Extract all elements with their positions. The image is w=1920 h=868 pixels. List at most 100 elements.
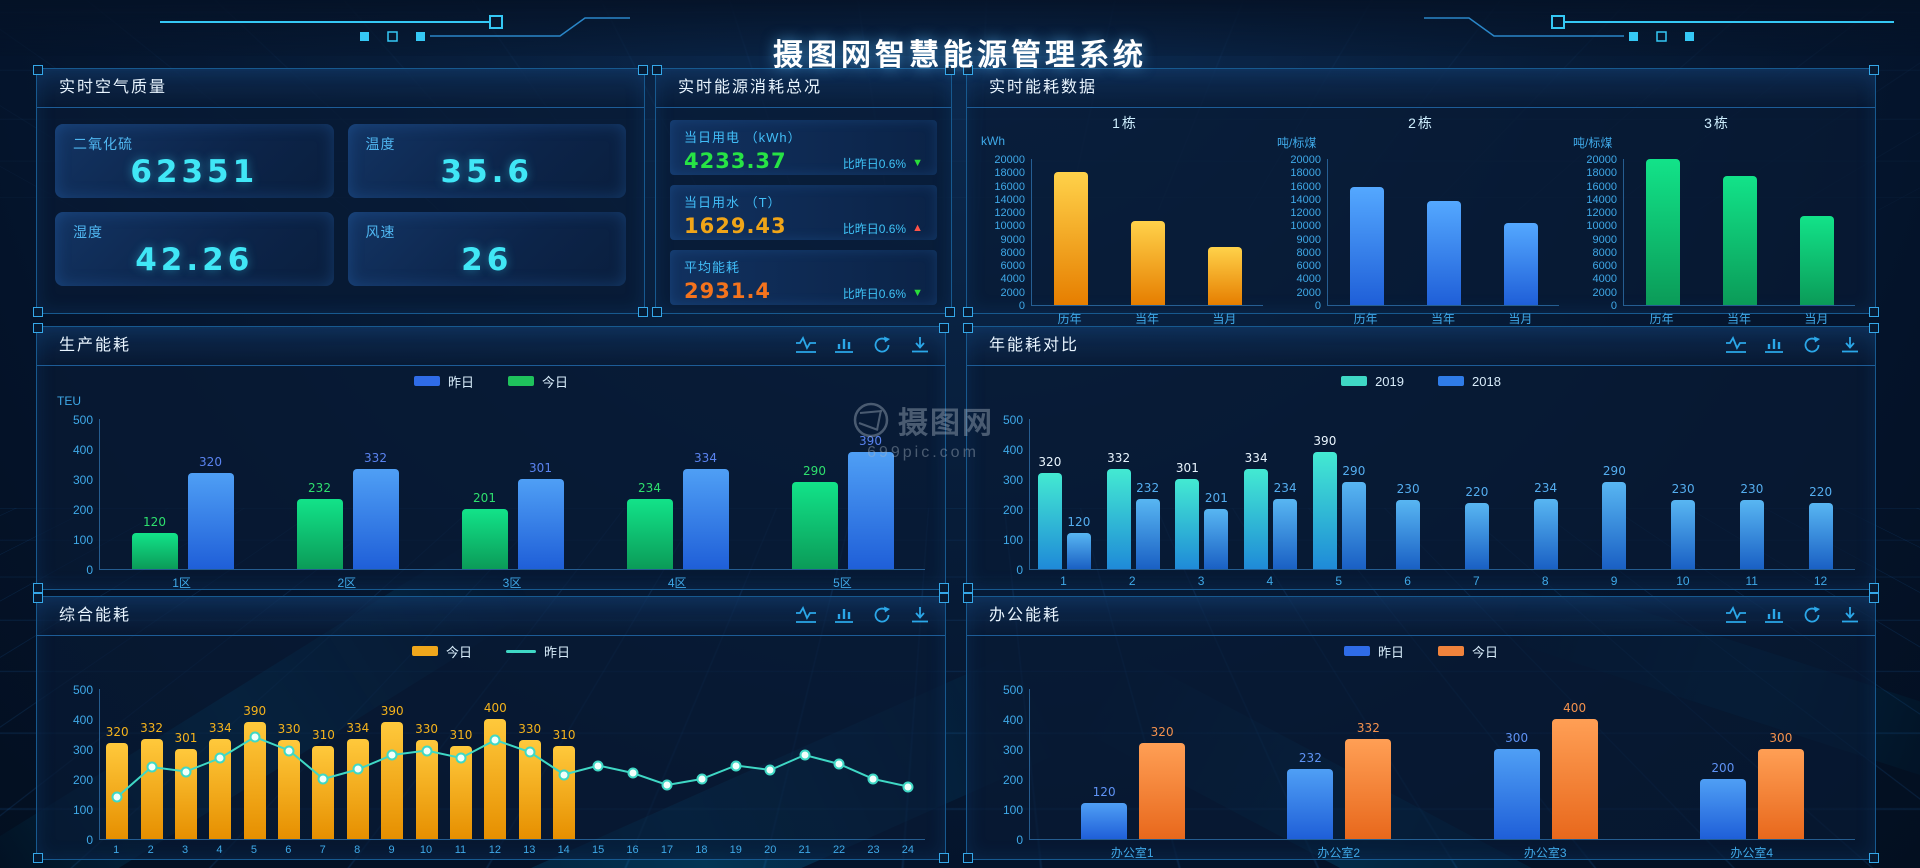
- bar[interactable]: 120: [131, 515, 178, 569]
- bar-chart-building-2[interactable]: 吨/标煤 20000 18000 16000 14000 12000 10000 9000 80…: [1273, 134, 1569, 327]
- bar[interactable]: 201: [461, 491, 508, 569]
- bar[interactable]: 120: [1066, 515, 1091, 569]
- bar[interactable]: 232: [296, 481, 343, 569]
- bar[interactable]: [1799, 216, 1834, 305]
- bar[interactable]: [1645, 159, 1680, 305]
- line-dot[interactable]: [902, 781, 914, 792]
- plot-area[interactable]: 120 320 232 332 201 301 234 334 290 390: [99, 419, 925, 570]
- plot-area[interactable]: 320 332 301 334 390 330 310 334 390 330 310 400 330 3…: [99, 689, 925, 840]
- bar[interactable]: 320: [1037, 455, 1062, 569]
- bar[interactable]: 310: [553, 728, 576, 839]
- line-dot[interactable]: [180, 766, 192, 777]
- legend-item[interactable]: 昨日: [1343, 642, 1404, 661]
- legend-item[interactable]: 2018: [1438, 374, 1501, 389]
- bar[interactable]: 330: [518, 722, 541, 839]
- bar[interactable]: [1349, 186, 1384, 305]
- bar-line-chart-comprehensive[interactable]: 500 400 300 200 100 0 320 332 301 334 390 330 310 334…: [37, 664, 945, 856]
- bar[interactable]: 290: [1341, 464, 1366, 569]
- bar-chart-production[interactable]: TEU 500 400 300 200 100 0 120 320 232 332 201 301 234…: [37, 394, 945, 591]
- download-icon[interactable]: [909, 335, 931, 355]
- refresh-icon[interactable]: [871, 335, 893, 355]
- bar[interactable]: 320: [1139, 725, 1186, 839]
- line-dot[interactable]: [317, 773, 329, 785]
- line-chart-icon[interactable]: [1725, 335, 1747, 355]
- bar-chart-icon[interactable]: [1763, 335, 1785, 355]
- bar[interactable]: 330: [278, 722, 301, 839]
- bar[interactable]: 400: [484, 701, 507, 839]
- bar[interactable]: 120: [1081, 785, 1128, 839]
- line-dot[interactable]: [214, 752, 226, 764]
- bar[interactable]: 234: [1273, 481, 1298, 569]
- download-icon[interactable]: [1839, 335, 1861, 355]
- bar[interactable]: 220: [1808, 485, 1833, 569]
- line-chart-icon[interactable]: [795, 605, 817, 625]
- bar[interactable]: 332: [352, 451, 399, 569]
- bar[interactable]: 232: [1135, 481, 1160, 569]
- bar[interactable]: 334: [682, 451, 729, 569]
- download-icon[interactable]: [909, 605, 931, 625]
- line-dot[interactable]: [283, 745, 295, 756]
- line-chart-icon[interactable]: [1725, 605, 1747, 625]
- line-dot[interactable]: [764, 764, 776, 776]
- bar[interactable]: 320: [187, 455, 234, 569]
- legend-item[interactable]: 今日: [508, 372, 568, 391]
- bar[interactable]: 390: [1312, 434, 1337, 569]
- bar-chart-icon[interactable]: [1763, 605, 1785, 625]
- bar[interactable]: 300: [1757, 731, 1804, 839]
- bar[interactable]: 230: [1671, 482, 1696, 569]
- bar[interactable]: 200: [1699, 761, 1746, 839]
- bar[interactable]: 332: [1106, 451, 1131, 569]
- plot-area[interactable]: 320 120 332 232 301 201 334 234 390 290 230 220 234 2…: [1029, 419, 1855, 570]
- line-dot[interactable]: [867, 773, 879, 785]
- bar[interactable]: 234: [626, 481, 673, 569]
- bar[interactable]: 300: [1493, 731, 1540, 839]
- bar[interactable]: 320: [106, 725, 129, 839]
- bar[interactable]: 330: [415, 722, 438, 839]
- line-dot[interactable]: [661, 779, 673, 791]
- line-dot[interactable]: [146, 761, 158, 773]
- bar-chart-building-3[interactable]: 吨/标煤 20000 18000 16000 14000 12000 10000 9000 80…: [1569, 134, 1865, 327]
- bar[interactable]: 201: [1204, 491, 1229, 569]
- line-dot[interactable]: [386, 749, 398, 761]
- refresh-icon[interactable]: [871, 605, 893, 625]
- line-dot[interactable]: [421, 745, 433, 756]
- bar-chart-icon[interactable]: [833, 605, 855, 625]
- line-dot[interactable]: [249, 731, 261, 743]
- bar[interactable]: 332: [1345, 721, 1392, 839]
- bar[interactable]: 220: [1464, 485, 1489, 569]
- bar[interactable]: 334: [346, 721, 369, 839]
- plot-area[interactable]: [1031, 159, 1263, 306]
- plot-area[interactable]: [1327, 159, 1559, 306]
- line-dot[interactable]: [558, 769, 570, 780]
- bar-chart-icon[interactable]: [833, 335, 855, 355]
- line-dot[interactable]: [455, 752, 467, 764]
- bar[interactable]: 234: [1533, 481, 1558, 569]
- bar[interactable]: 301: [517, 461, 564, 569]
- line-dot[interactable]: [627, 767, 639, 779]
- line-dot[interactable]: [833, 758, 845, 770]
- bar[interactable]: 301: [1175, 461, 1200, 569]
- bar-chart-office[interactable]: 500 400 300 200 100 0 120 320 232 332 300 400 200 300…: [967, 664, 1875, 861]
- refresh-icon[interactable]: [1801, 605, 1823, 625]
- bar[interactable]: 400: [1551, 701, 1598, 839]
- bar[interactable]: 290: [1602, 464, 1627, 569]
- bar-chart-yearly[interactable]: 500 400 300 200 100 0 320 120 332 232 301 201 334 234…: [967, 394, 1875, 588]
- bar[interactable]: 390: [243, 704, 266, 839]
- legend-item[interactable]: 2019: [1341, 374, 1404, 389]
- legend-item[interactable]: 今日: [411, 642, 472, 661]
- bar[interactable]: [1207, 246, 1242, 305]
- bar[interactable]: 310: [449, 728, 472, 839]
- bar[interactable]: [1722, 176, 1757, 305]
- plot-area[interactable]: 120 320 232 332 300 400 200 300: [1029, 689, 1855, 840]
- bar[interactable]: [1503, 222, 1538, 305]
- legend-item[interactable]: 昨日: [506, 642, 570, 661]
- bar[interactable]: [1053, 172, 1088, 305]
- refresh-icon[interactable]: [1801, 335, 1823, 355]
- plot-area[interactable]: [1623, 159, 1855, 306]
- line-dot[interactable]: [799, 749, 811, 761]
- line-dot[interactable]: [352, 763, 364, 775]
- legend-item[interactable]: 今日: [1438, 642, 1498, 661]
- line-dot[interactable]: [592, 760, 604, 771]
- line-dot[interactable]: [489, 734, 501, 746]
- bar[interactable]: 230: [1396, 482, 1421, 569]
